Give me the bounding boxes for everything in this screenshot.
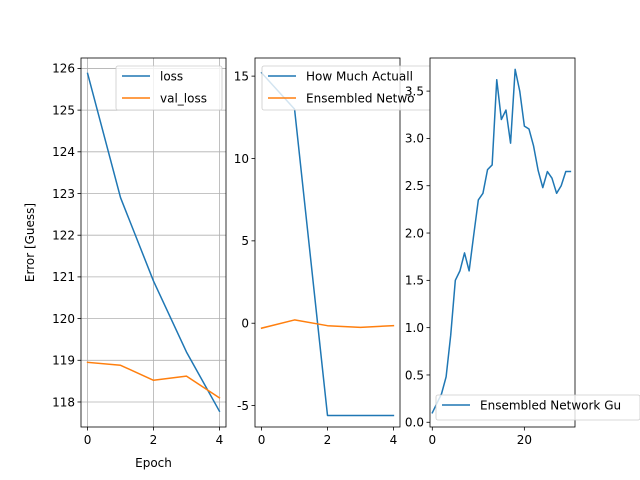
x-tick-label: 2: [150, 433, 158, 447]
y-tick-label: 1.0: [405, 321, 424, 335]
x-tick-label: 0: [84, 433, 92, 447]
axes-frame: [429, 57, 576, 428]
y-tick-label: 2.5: [405, 179, 424, 193]
legend-box: [115, 65, 223, 111]
legend: loss val_loss: [115, 65, 223, 111]
chart-left: 0 2 4 118 119 120 121 122 123 124 125 126 Epoch Error…: [23, 57, 227, 470]
y-tick-label: 122: [52, 229, 75, 243]
y-tick-label: 5: [241, 234, 249, 248]
series-line-1: [260, 319, 395, 330]
legend-box: [435, 394, 640, 421]
plot-area: [430, 58, 575, 427]
y-tick-label: 121: [52, 270, 75, 284]
y-tick-label: 126: [52, 62, 75, 76]
y-tick-label: 3.0: [405, 132, 424, 146]
chart-middle: 0 2 4 -5 0 5 10 15 How Much Actuall Ensembled Net…: [234, 57, 433, 447]
y-tick-label: 118: [52, 395, 75, 409]
y-tick-label: -5: [237, 399, 249, 413]
y-tick-label: 0.5: [405, 368, 424, 382]
y-tick-label: 0: [241, 317, 249, 331]
y-tick-label: 2.0: [405, 226, 424, 240]
y-tick-label: 123: [52, 187, 75, 201]
x-tick-label: 2: [324, 433, 332, 447]
x-tick-label: 0: [428, 433, 436, 447]
y-tick-label: 119: [52, 354, 75, 368]
legend-label-1: val_loss: [160, 92, 207, 106]
y-tick-label: 1.5: [405, 274, 424, 288]
y-tick-label: 15: [234, 69, 249, 83]
chart-right: 0 20 0.0 0.5 1.0 1.5 2.0 2.5 3.0 3.5 Ensembled Net…: [405, 57, 640, 447]
x-tick-label: 4: [216, 433, 224, 447]
legend: How Much Actuall Ensembled Netwo: [261, 65, 433, 111]
y-tick-label: 10: [234, 152, 249, 166]
legend: Ensembled Network Gu: [435, 394, 640, 421]
x-tick-label: 4: [390, 433, 398, 447]
x-tick-label: 0: [258, 433, 266, 447]
y-axis-label: Error [Guess]: [23, 203, 37, 282]
y-tick-label: 125: [52, 103, 75, 117]
y-tick-label: 3.5: [405, 84, 424, 98]
legend-label-1: Ensembled Netwo: [306, 92, 415, 106]
x-tick-label: 20: [517, 433, 532, 447]
legend-label-0: How Much Actuall: [306, 70, 413, 84]
legend-label-0: Ensembled Network Gu: [480, 399, 621, 413]
series-line-0: [86, 72, 221, 413]
y-tick-label: 120: [52, 312, 75, 326]
legend-label-0: loss: [160, 70, 183, 84]
y-tick-label: 0.0: [405, 416, 424, 430]
series-line-1: [86, 361, 221, 399]
x-axis-label: Epoch: [135, 456, 172, 470]
y-tick-label: 124: [52, 145, 75, 159]
series-line-0: [431, 68, 572, 414]
plot-area: [255, 58, 400, 427]
